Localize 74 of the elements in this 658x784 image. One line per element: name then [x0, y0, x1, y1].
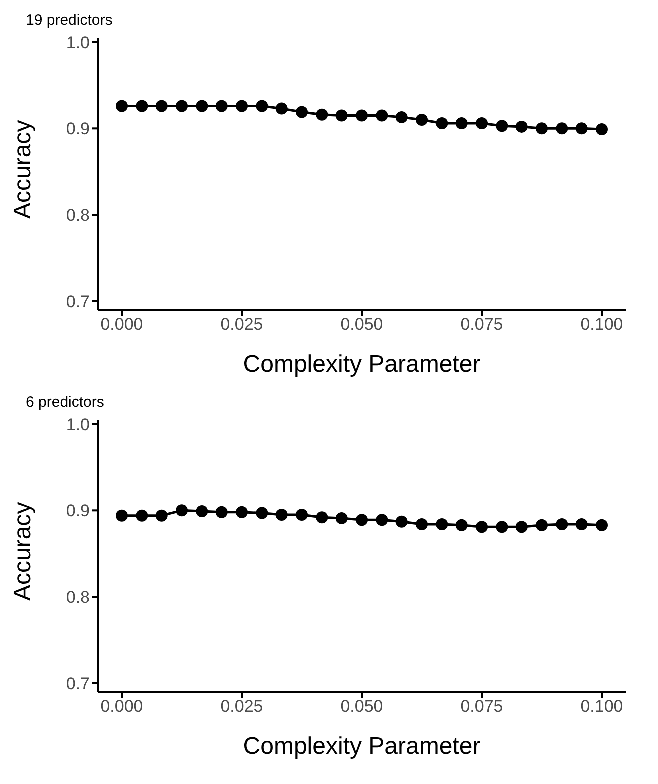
- x-tick-label: 0.000: [100, 697, 144, 716]
- point: [596, 519, 608, 532]
- point: [256, 507, 268, 520]
- point: [356, 514, 368, 526]
- point: [216, 506, 228, 518]
- point: [496, 521, 508, 534]
- point: [156, 100, 168, 112]
- point: [196, 506, 208, 518]
- point: [456, 519, 468, 532]
- point: [396, 516, 408, 528]
- point: [236, 100, 248, 112]
- point: [556, 122, 568, 135]
- x-axis-title: Complexity Parameter: [243, 733, 481, 760]
- x-tick-label: 0.075: [460, 315, 504, 334]
- y-tick-label: 0.9: [66, 502, 90, 521]
- point: [216, 100, 228, 112]
- point: [176, 100, 188, 112]
- x-tick-label: 0.050: [340, 315, 384, 334]
- point: [436, 518, 448, 530]
- point: [516, 521, 528, 534]
- point: [576, 518, 588, 530]
- point: [476, 117, 488, 130]
- point: [436, 117, 448, 130]
- point: [496, 120, 508, 132]
- point: [396, 111, 408, 124]
- point: [296, 508, 308, 521]
- point: [416, 114, 428, 126]
- x-tick-label: 0.050: [340, 697, 384, 716]
- point: [476, 521, 488, 534]
- point: [116, 510, 128, 522]
- x-tick-label: 0.000: [100, 315, 144, 334]
- point: [576, 122, 588, 135]
- point: [456, 117, 468, 130]
- point: [556, 518, 568, 530]
- point: [336, 110, 348, 122]
- point: [196, 100, 208, 112]
- x-tick-label: 0.100: [580, 697, 624, 716]
- y-tick-label: 0.9: [66, 120, 90, 139]
- point: [596, 124, 608, 136]
- point: [316, 512, 328, 524]
- x-tick-label: 0.025: [220, 315, 264, 334]
- point: [116, 100, 128, 112]
- point: [236, 506, 248, 518]
- y-tick-label: 0.7: [66, 292, 90, 312]
- y-tick-label: 0.8: [66, 588, 90, 608]
- y-tick-label: 0.7: [66, 674, 90, 694]
- point: [176, 504, 188, 517]
- point: [356, 110, 368, 122]
- point: [256, 100, 268, 112]
- point: [276, 508, 288, 521]
- chart-title: 6 predictors: [26, 394, 104, 411]
- x-tick-label: 0.100: [580, 315, 624, 334]
- x-axis-title: Complexity Parameter: [243, 351, 481, 378]
- point: [376, 110, 388, 122]
- y-tick-label: 1.0: [66, 33, 90, 52]
- point: [336, 512, 348, 524]
- point: [516, 120, 528, 133]
- x-tick-label: 0.025: [220, 697, 264, 716]
- point: [376, 514, 388, 526]
- point: [316, 108, 328, 121]
- point: [156, 510, 168, 522]
- x-tick-label: 0.075: [460, 697, 504, 716]
- point: [296, 106, 308, 118]
- point: [276, 102, 288, 115]
- y-axis-title: Accuracy: [10, 120, 37, 219]
- point: [536, 519, 548, 532]
- point: [536, 122, 548, 135]
- y-axis-title: Accuracy: [10, 502, 37, 601]
- point: [136, 100, 148, 112]
- y-tick-label: 0.8: [66, 206, 90, 226]
- y-tick-label: 1.0: [66, 415, 90, 434]
- point: [416, 518, 428, 530]
- chart-title: 19 predictors: [26, 12, 113, 29]
- point: [136, 510, 148, 522]
